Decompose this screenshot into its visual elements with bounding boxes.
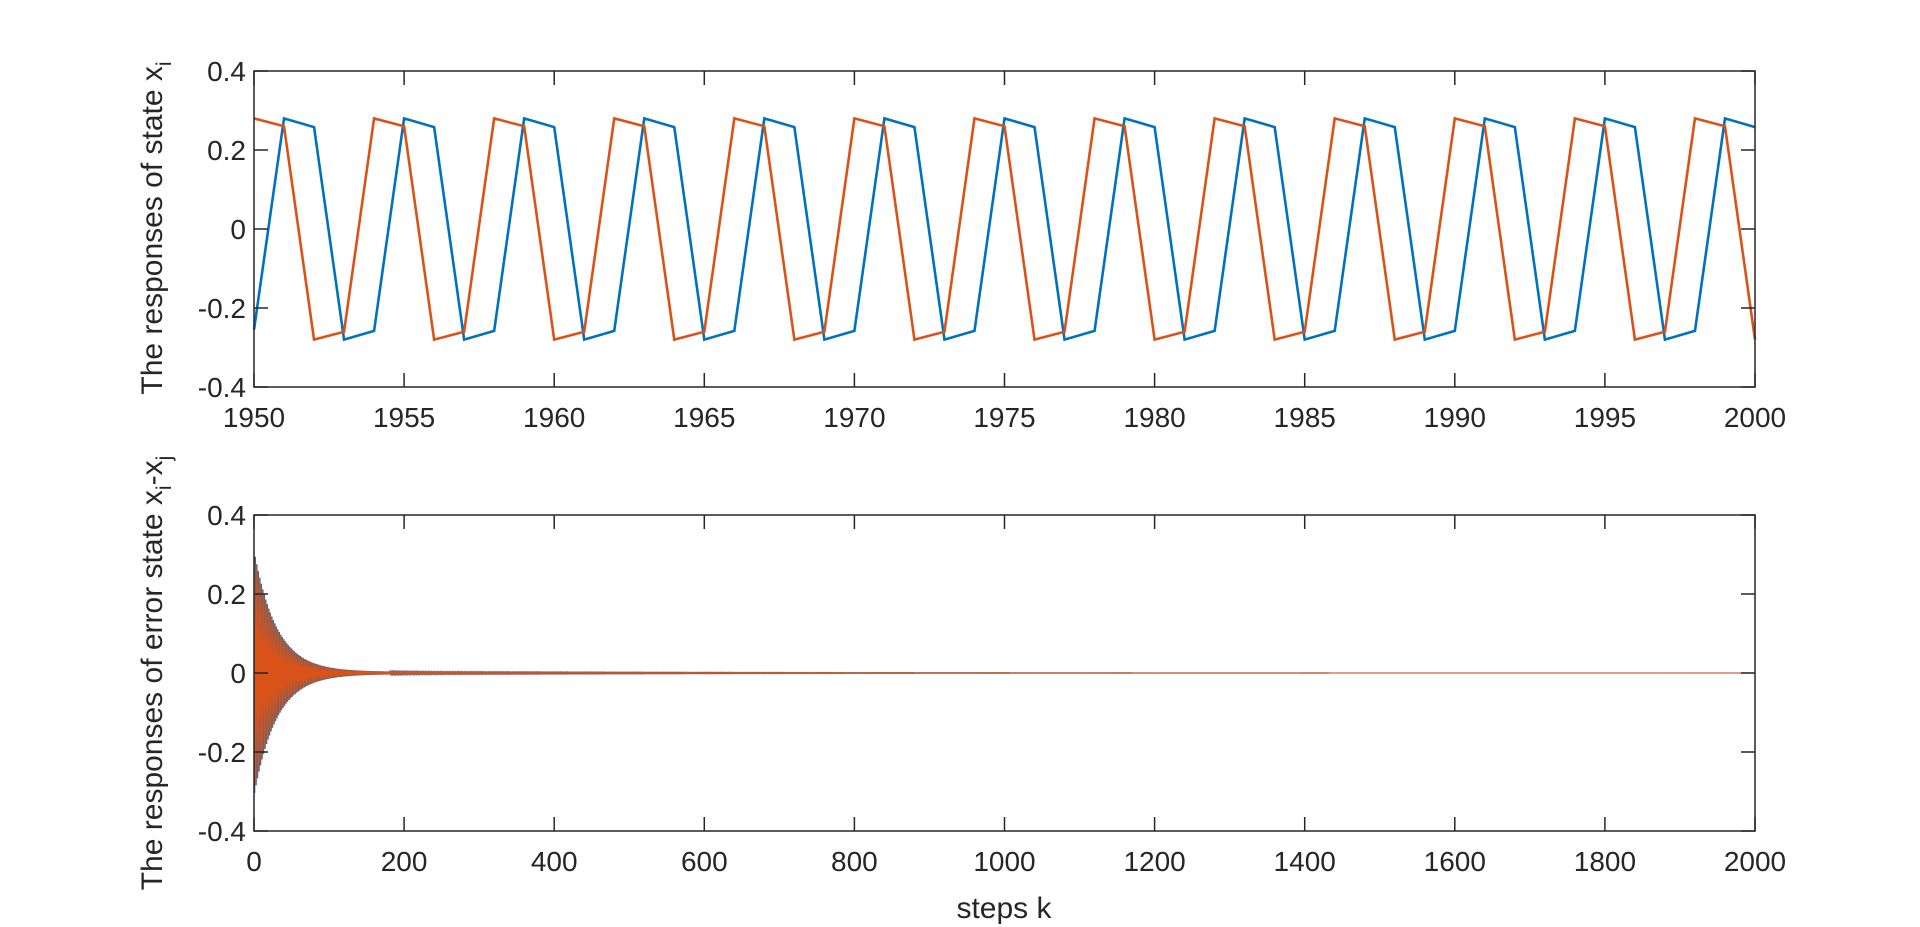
bottom-ytick-label: 0.2 [207,579,246,610]
top-ytick-label: -0.4 [198,372,246,403]
bottom-xtick-label: 200 [381,846,428,877]
bottom-xtick-label: 1400 [1274,846,1336,877]
bottom-xtick-label: 1200 [1123,846,1185,877]
top-xtick-label: 1995 [1574,402,1636,433]
top-xtick-label: 1990 [1424,402,1486,433]
bottom-series-2-line [253,556,1756,794]
top-xtick-label: 1960 [523,402,585,433]
bottom-ticks-group: 0 200 400 600 800 1000 1200 1400 1600 1800 2000 -0.… [198,500,1786,877]
top-xtick-label: 1985 [1274,402,1336,433]
bottom-xlabel: steps k [956,892,1052,925]
bottom-ytick-label: 0.4 [207,500,246,531]
bottom-xtick-label: 400 [531,846,578,877]
bottom-xtick-label: 800 [831,846,878,877]
bottom-xtick-label: 600 [681,846,728,877]
bottom-ytick-label: 0 [230,658,246,689]
bottom-xtick-label: 2000 [1724,846,1786,877]
bottom-ytick-label: -0.2 [198,737,246,768]
top-series-2-line [253,116,1757,342]
bottom-axes: 0 200 400 600 800 1000 1200 1400 1600 1800 2000 -0.… [136,456,1786,925]
top-ytick-label: 0.4 [207,56,246,87]
top-ytick-label: 0 [230,214,246,245]
top-xtick-label: 2000 [1724,402,1786,433]
top-series-1-line [252,116,1756,342]
top-ytick-label: 0.2 [207,135,246,166]
bottom-series-1-line [253,548,1756,794]
top-xtick-label: 1950 [223,402,285,433]
top-ylabel: The responses of state xi [136,61,176,394]
top-axes: 1950 1955 1960 1965 1970 1975 1980 1985 1990 1995… [136,56,1786,433]
top-xtick-label: 1975 [973,402,1035,433]
top-xtick-label: 1955 [373,402,435,433]
bottom-xtick-label: 1800 [1574,846,1636,877]
top-xtick-label: 1980 [1123,402,1185,433]
bottom-xtick-label: 0 [246,846,262,877]
top-series-group [252,116,1757,342]
bottom-xtick-label: 1000 [973,846,1035,877]
top-xtick-label: 1965 [673,402,735,433]
bottom-ytick-label: -0.4 [198,816,246,847]
bottom-ylabel: The responses of error state xi-xj [136,456,176,891]
top-ticks-group: 1950 1955 1960 1965 1970 1975 1980 1985 1990 1995… [198,56,1786,433]
bottom-xtick-label: 1600 [1424,846,1486,877]
bottom-series-group [253,548,1756,794]
top-xtick-label: 1970 [823,402,885,433]
top-ytick-label: -0.2 [198,293,246,324]
